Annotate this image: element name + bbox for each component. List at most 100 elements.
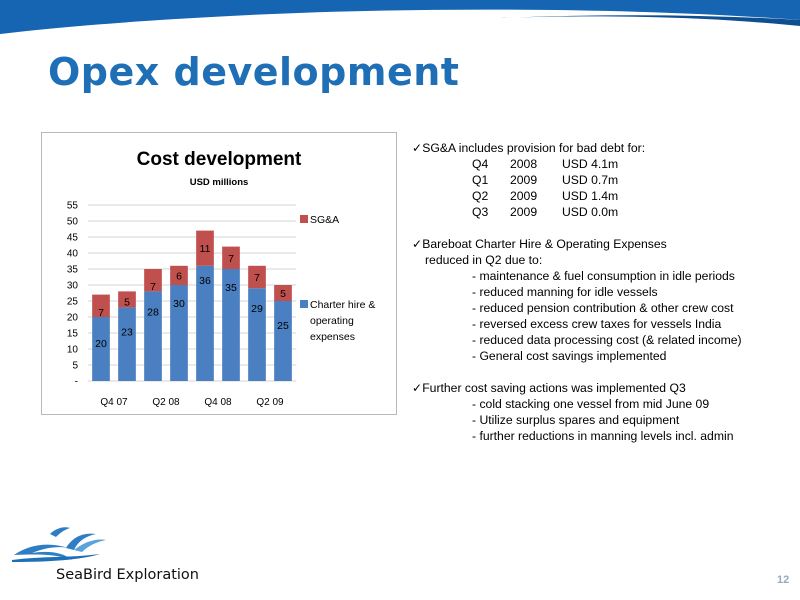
data-label-charter-hire: 35: [225, 282, 237, 294]
data-label-charter-hire: 29: [251, 303, 263, 315]
check-mark: ✓: [412, 237, 423, 251]
y-tick-label: 15: [67, 329, 79, 340]
data-label-charter-hire: 36: [199, 275, 211, 287]
bar-sga: [118, 291, 136, 308]
data-label-charter-hire: 28: [147, 306, 159, 318]
sga-year: 2009: [510, 189, 538, 203]
y-tick-label: 10: [67, 345, 79, 356]
data-label-charter-hire: 20: [95, 338, 107, 350]
y-tick-label: 20: [67, 313, 79, 324]
data-label-sga: 5: [124, 296, 130, 308]
y-tick-label: 35: [67, 265, 79, 276]
y-tick-label: 40: [67, 249, 79, 260]
y-tick-label: 5: [72, 361, 78, 372]
sga-quarter: Q2: [472, 189, 489, 203]
chart-canvas: Cost development USD millions - 5 10 15 20 25…: [67, 149, 375, 408]
bar-charter-hire: [144, 291, 162, 381]
chart-title: Cost development: [137, 149, 302, 170]
bareboat-item: - maintenance & fuel consumption in idle…: [472, 269, 735, 283]
bar-sga: [92, 294, 110, 317]
y-tick-label: 30: [67, 281, 79, 292]
bar-sga: [248, 265, 266, 289]
bar-sga: [274, 285, 292, 301]
data-label-sga: 7: [254, 272, 260, 284]
logo-text: SeaBird Exploration: [56, 567, 199, 583]
further-item: - cold stacking one vessel from mid June…: [472, 397, 710, 411]
sga-year: 2009: [510, 173, 538, 187]
sga-amount: USD 0.7m: [562, 173, 619, 187]
bar-charter-hire: [196, 265, 214, 381]
bareboat-subheading: reduced in Q2 due to:: [425, 253, 543, 267]
page-number: 12: [777, 574, 790, 586]
y-axis: - 5 10 15 20 25 30 35 40 45 50 55: [67, 201, 79, 388]
bar-charter-hire: [170, 285, 188, 381]
bareboat-item: - reduced manning for idle vessels: [472, 285, 658, 299]
y-tick-label: 55: [67, 201, 79, 212]
legend-swatch: [300, 215, 308, 223]
cost-development-chart: Cost development USD millions - 5 10 15 20 25…: [41, 132, 397, 415]
data-label-charter-hire: 23: [121, 326, 133, 338]
check-mark: ✓: [412, 381, 423, 395]
sga-amount: USD 4.1m: [562, 157, 619, 171]
sga-heading: SG&A includes provision for bad debt for…: [422, 141, 646, 155]
sga-quarter: Q3: [472, 205, 489, 219]
data-label-charter-hire: 25: [277, 320, 289, 332]
further-heading: Further cost saving actions was implemen…: [422, 381, 686, 395]
sga-row: Q4 2008 USD 4.1m: [412, 156, 797, 172]
bar-charter-hire: [118, 307, 136, 381]
bareboat-item: - General cost savings implemented: [472, 349, 667, 363]
legend-label: Charter hire &: [310, 299, 375, 311]
sga-year: 2009: [510, 205, 538, 219]
seabird-logo-icon: [12, 527, 106, 562]
x-tick-label: Q4 07: [100, 397, 128, 408]
check-mark: ✓: [412, 141, 423, 155]
data-label-sga: 7: [98, 307, 104, 319]
bareboat-item: - reduced data processing cost (& relate…: [472, 333, 742, 347]
further-item: - Utilize surplus spares and equipment: [472, 413, 680, 427]
header-swoosh: [0, 0, 800, 34]
bar-sga: [222, 246, 240, 269]
bar-sga: [196, 230, 214, 266]
sga-year: 2008: [510, 157, 538, 171]
sga-quarter: Q4: [472, 157, 489, 171]
sga-amount: USD 0.0m: [562, 205, 619, 219]
sga-amount: USD 1.4m: [562, 189, 619, 203]
bareboat-heading-line: ✓Bareboat Charter Hire & Operating Expen…: [412, 236, 797, 252]
data-label-sga: 11: [200, 243, 211, 255]
x-tick-label: Q4 08: [204, 397, 232, 408]
y-tick-label: 25: [67, 297, 79, 308]
y-tick-label: 45: [67, 233, 79, 244]
bar-charter-hire: [274, 301, 292, 381]
sga-row: Q2 2009 USD 1.4m: [412, 188, 797, 204]
bareboat-item: - reversed excess crew taxes for vessels…: [472, 317, 722, 331]
slide-title: Opex development: [48, 50, 460, 94]
further-item: - further reductions in manning levels i…: [472, 429, 734, 443]
data-label-sga: 5: [280, 288, 286, 300]
x-axis: Q4 07 Q2 08 Q4 08 Q2 09: [100, 397, 284, 408]
sga-row: Q1 2009 USD 0.7m: [412, 172, 797, 188]
legend-label: SG&A: [310, 214, 339, 226]
further-heading-line: ✓Further cost saving actions was impleme…: [412, 380, 797, 396]
notes-panel: ✓SG&A includes provision for bad debt fo…: [412, 140, 797, 444]
x-tick-label: Q2 09: [256, 397, 284, 408]
y-tick-label: -: [75, 377, 78, 388]
sga-heading-line: ✓SG&A includes provision for bad debt fo…: [412, 140, 797, 156]
data-label-sga: 7: [150, 281, 156, 293]
legend-label: expenses: [310, 331, 355, 343]
bareboat-heading: Bareboat Charter Hire & Operating Expens…: [422, 237, 667, 251]
sga-row: Q3 2009 USD 0.0m: [412, 204, 797, 220]
y-tick-label: 50: [67, 217, 79, 228]
bar-charter-hire: [92, 317, 110, 381]
x-tick-label: Q2 08: [152, 397, 180, 408]
data-label-charter-hire: 30: [173, 298, 185, 310]
legend-swatch: [300, 300, 308, 308]
chart-subtitle: USD millions: [190, 177, 249, 188]
chart-legend: SG&A Charter hire & operating expenses: [300, 214, 375, 343]
bar-sga: [170, 265, 188, 285]
data-label-sga: 6: [176, 270, 182, 282]
data-label-sga: 7: [228, 253, 234, 265]
bar-charter-hire: [248, 288, 266, 381]
bar-sga: [144, 269, 162, 292]
sga-quarter: Q1: [472, 173, 489, 187]
bar-series: 20 7 23 5 28 7 30 6 36 11 35 7 29 7 25 5: [92, 230, 292, 381]
